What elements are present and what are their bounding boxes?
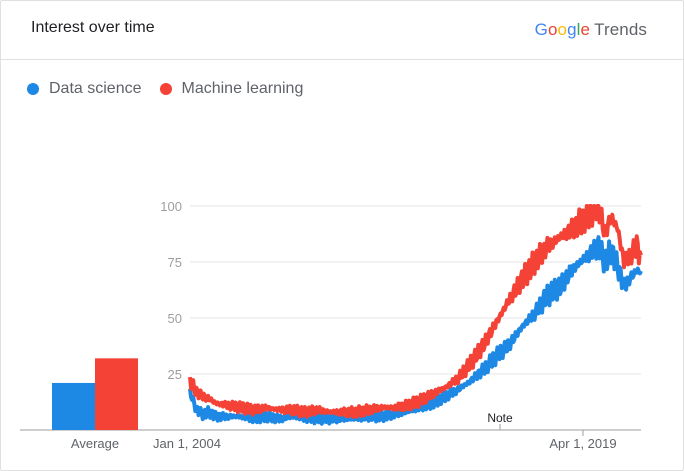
series-dot-icon	[27, 83, 39, 95]
card-title: Interest over time	[31, 19, 155, 36]
average-bar	[52, 382, 95, 430]
google-wordmark: Google	[535, 20, 590, 39]
average-label: Average	[71, 436, 119, 451]
trends-wordmark: Trends	[594, 20, 647, 39]
y-tick-label: 75	[168, 255, 182, 270]
y-tick-label: 25	[168, 367, 182, 382]
x-tick-label: Jan 1, 2004	[153, 436, 221, 451]
google-trends-logo[interactable]: Google Trends	[535, 20, 647, 40]
card-header: Interest over time Google Trends	[1, 1, 683, 60]
x-tick-label: Apr 1, 2019	[549, 436, 616, 451]
average-bar	[95, 358, 138, 430]
series-dot-icon	[159, 83, 172, 95]
note-marker: Note	[487, 411, 513, 425]
legend-item-data-science[interactable]: Data science	[27, 80, 142, 98]
logo-letter: o	[547, 20, 558, 39]
logo-letter: G	[534, 20, 548, 39]
legend-item-machine-learning[interactable]: Machine learning	[159, 80, 304, 98]
chart-legend: Data science Machine learning	[27, 80, 321, 98]
logo-letter: l	[576, 20, 581, 39]
legend-label: Data science	[49, 80, 142, 97]
series-line-data-science	[188, 235, 643, 426]
logo-letter: g	[567, 20, 577, 39]
legend-label: Machine learning	[181, 80, 304, 97]
logo-letter: o	[557, 20, 568, 39]
y-tick-label: 100	[160, 199, 182, 214]
y-tick-label: 50	[168, 311, 182, 326]
series-line-machine-learning	[188, 204, 643, 419]
logo-letter: e	[580, 20, 591, 39]
